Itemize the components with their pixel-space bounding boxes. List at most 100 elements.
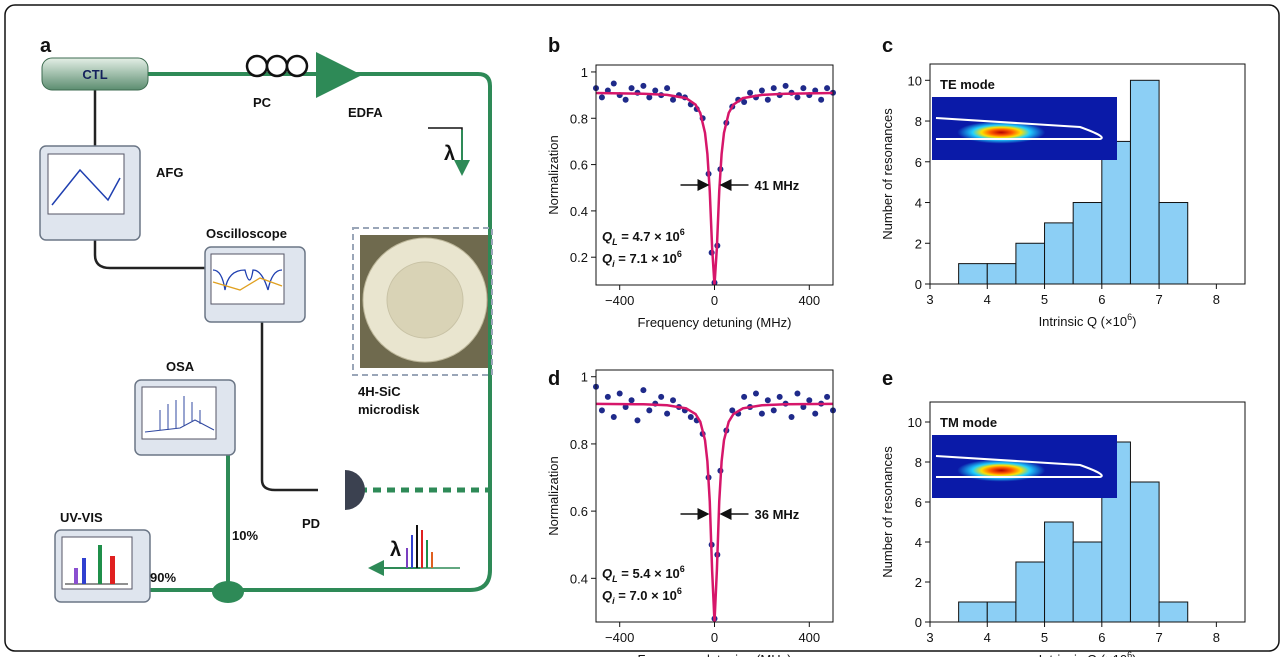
x-axis-label-sup: 6 [1127,650,1132,657]
device-label: 4H-SiC [358,384,401,399]
y-tick-label: 8 [915,114,922,129]
data-point [634,417,641,424]
plot-frame [595,369,834,623]
data-point [782,82,789,89]
y-tick-label: 0 [915,615,922,630]
cable [93,90,318,492]
bar [1072,202,1103,285]
osa-label: OSA [166,359,195,374]
q-superscript: 6 [680,564,685,574]
plot-frame [929,63,1246,285]
data-point [628,85,635,92]
ctl-label: CTL [82,67,107,82]
x-tick-label: 4 [984,630,991,645]
data-point [628,397,635,404]
data-point [806,397,813,404]
q-annotation: Qi = 7.1 × 106 [602,249,682,269]
q-superscript: 6 [680,227,685,237]
bar [1158,202,1189,285]
bar [986,601,1017,623]
x-axis-label: Frequency detuning (MHz) [638,315,792,330]
x-tick-label: −400 [605,630,634,645]
y-tick-label: 0.4 [570,204,588,219]
q-superscript: 6 [677,586,682,596]
afg-label: AFG [156,165,183,180]
spectrum [144,396,215,433]
device-label: microdisk [358,402,420,417]
y-tick-label: 4 [915,535,922,550]
setup-diagram: a CTL PC EDFA λ 4H-SiC microdisk AFG Osc… [39,35,493,603]
data-point [800,403,807,410]
panel-label: b [548,35,560,57]
panel-label: c [882,35,893,57]
pd [345,470,365,510]
x-tick-label: 400 [798,630,820,645]
data-point [604,393,611,400]
data-point [616,390,623,397]
ctl [41,57,149,91]
y-axis-label: Normalization [546,135,561,214]
q-superscript: 6 [677,249,682,259]
data-point [640,387,647,394]
bar [1072,541,1103,623]
y-axis-label: Number of resonances [880,446,895,578]
data-point [824,85,831,92]
pd-label: PD [302,516,320,531]
data-point [818,96,825,103]
data-point [812,410,819,417]
q-symbol: Q [602,229,612,244]
data-point [646,407,653,414]
x-tick-label: 8 [1213,630,1220,645]
y-tick-label: 6 [915,495,922,510]
data-point [658,393,665,400]
disk-edge [935,117,1103,140]
plot-frame [595,64,834,286]
bar [1015,242,1046,285]
data-point [598,94,605,101]
x-tick-label: 7 [1155,292,1162,307]
data-point [664,85,671,92]
y-tick-label: 6 [915,155,922,170]
y-tick-label: 0.8 [570,111,588,126]
x-tick-label: 3 [926,630,933,645]
data-point [610,80,617,87]
data-point [610,414,617,421]
x-tick-label: 0 [711,630,718,645]
x-axis-label: Intrinsic Q (×106) [1039,650,1137,657]
x-axis-label: Intrinsic Q (×106) [1039,312,1137,329]
data-point [758,410,765,417]
bar [958,263,988,285]
coupler [212,581,244,603]
x-axis-label: Frequency detuning (MHz) [638,652,792,657]
split-label: 90% [150,570,176,585]
bar [1044,521,1074,623]
x-axis-label-text: Intrinsic Q (×10 [1039,314,1128,329]
y-tick-label: 1 [581,370,588,385]
y-axis-label: Number of resonances [880,108,895,240]
lambda: λ [390,539,401,561]
y-tick-label: 0 [915,277,922,292]
x-tick-label: 5 [1041,292,1048,307]
data-point [640,82,647,89]
q-text: = 7.0 × 10 [615,588,677,603]
bar [958,601,988,623]
x-axis-label-text: Intrinsic Q (×10 [1039,652,1128,657]
data-point [824,393,831,400]
bar [1101,140,1131,285]
plot-frame [929,401,1246,623]
pc [245,54,309,78]
panel-label: e [882,368,893,390]
q-text: = 7.1 × 10 [615,251,677,266]
screen [141,386,217,440]
y-tick-label: 0.6 [570,158,588,173]
lambda: λ [444,143,455,165]
data-point [687,414,694,421]
data-point [741,393,748,400]
y-axis-label: Normalization [546,456,561,535]
panel-label: a [40,35,52,57]
y-tick-label: 10 [908,73,922,88]
inset-label: TM mode [940,415,997,430]
data-point [764,96,771,103]
data-point [741,99,748,106]
inset-label: TE mode [940,77,995,92]
